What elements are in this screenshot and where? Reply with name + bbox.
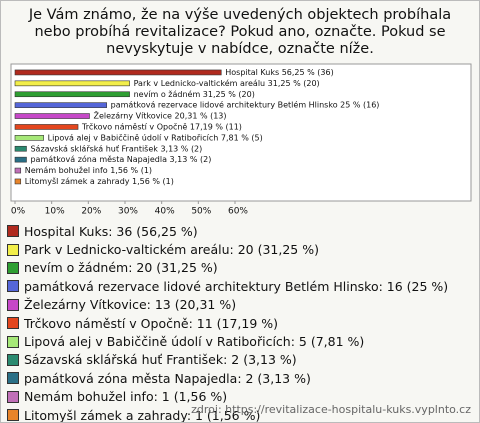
legend-item: Lipová alej v Babiččině údolí v Ratiboři…: [7, 332, 475, 350]
legend-label: Trčkovo náměstí v Opočně: 11 (17,19 %): [24, 315, 279, 331]
x-tick-label: 40%: [155, 207, 175, 217]
legend-label: Park v Lednicko-valtickém areálu: 20 (31…: [24, 242, 319, 258]
x-tick-label: 50%: [191, 207, 211, 217]
legend-label: památková rezervace lidové architektury …: [24, 278, 449, 294]
x-tick-label: 0%: [11, 207, 26, 217]
legend-swatch: [7, 261, 19, 274]
legend-swatch: [7, 280, 19, 293]
legend-item: Litomyšl zámek a zahrady: 1 (1,56 %): [7, 406, 475, 423]
x-tick-label: 10%: [45, 207, 65, 217]
legend-item: Nemám bohužel info: 1 (1,56 %): [7, 388, 475, 406]
bar-label: památková rezervace lidové architektury …: [111, 100, 380, 110]
bar: [14, 91, 130, 98]
legend-item: Hospital Kuks: 36 (56,25 %): [7, 222, 475, 240]
legend-item: Park v Lednicko-valtickém areálu: 20 (31…: [7, 240, 475, 258]
bar-label: Park v Lednicko-valtickém areálu 31,25 %…: [134, 78, 320, 88]
bar: [14, 124, 79, 130]
legend-swatch: [7, 372, 19, 385]
legend-label: Hospital Kuks: 36 (56,25 %): [24, 223, 198, 239]
bar: [14, 80, 130, 87]
legend-label: Lipová alej v Babiččině údolí v Ratiboři…: [24, 334, 365, 350]
bar-label: Trčkovo náměstí v Opočně 17,19 % (11): [81, 121, 242, 131]
legend-label: Litomyšl zámek a zahrady: 1 (1,56 %): [24, 407, 261, 423]
legend-item: památková rezervace lidové architektury …: [7, 277, 475, 295]
x-tick-label: 30%: [118, 207, 138, 217]
bar-label: Litomyšl zámek a zahrady 1,56 % (1): [25, 176, 174, 186]
bar: [14, 69, 222, 76]
legend-label: Nemám bohužel info: 1 (1,56 %): [24, 389, 228, 405]
legend-swatch: [7, 409, 19, 422]
legend-item: nevím o žádném: 20 (31,25 %): [7, 259, 475, 277]
legend-item: památková zóna města Napajedla: 2 (3,13 …: [7, 369, 475, 387]
bar-label: Nemám bohužel info 1,56 % (1): [25, 166, 152, 175]
legend-swatch: [7, 225, 19, 238]
x-tick-label: 60%: [228, 207, 248, 217]
legend-swatch: [7, 353, 19, 366]
bar: [14, 135, 44, 141]
source: zdroj: https://revitalizace-hospitalu-ku…: [191, 403, 471, 416]
bar-label: Železárny Vítkovice 20,31 % (13): [93, 110, 226, 121]
bar-label: Hospital Kuks 56,25 % (36): [225, 68, 333, 77]
bar: [14, 156, 27, 163]
bar-label: památková zóna města Napajedla 3,13 % (2…: [30, 154, 211, 164]
bar-label: Lipová alej v Babiččině údolí v Ratiboři…: [48, 132, 263, 142]
chart: 0% 10% 20% 30% 40% 50% 60% Hospital Kuks 56,25 …: [10, 63, 472, 217]
bar-label: nevím o žádném 31,25 % (20): [134, 89, 255, 99]
legend-swatch: [7, 298, 19, 311]
legend: Hospital Kuks: 36 (56,25 %) Park v Lednic…: [7, 222, 475, 423]
legend-label: Sázavská sklářská huť František: 2 (3,13…: [24, 352, 297, 368]
legend-item: Sázavská sklářská huť František: 2 (3,13…: [7, 351, 475, 369]
bar-label: Sázavská sklářská huť František 3,13 % (…: [30, 143, 202, 153]
legend-label: Železárny Vítkovice: 13 (20,31 %): [24, 297, 237, 313]
x-tick-label: 20%: [81, 207, 101, 217]
bar: [14, 102, 107, 108]
legend-item: Železárny Vítkovice: 13 (20,31 %): [7, 296, 475, 314]
legend-swatch: [7, 335, 19, 348]
chart-title: Je Vám známo, že na výše uvedených objek…: [28, 7, 452, 57]
bar: [14, 113, 90, 119]
bar: [14, 145, 27, 152]
legend-swatch: [7, 390, 19, 403]
legend-swatch: [7, 243, 19, 256]
legend-label: nevím o žádném: 20 (31,25 %): [24, 260, 218, 276]
plot-area: [10, 63, 472, 202]
legend-item: Trčkovo náměstí v Opočně: 11 (17,19 %): [7, 314, 475, 332]
legend-swatch: [7, 317, 19, 330]
legend-label: památková zóna města Napajedla: 2 (3,13 …: [24, 370, 311, 386]
bar: [14, 178, 22, 185]
bar: [14, 167, 22, 174]
